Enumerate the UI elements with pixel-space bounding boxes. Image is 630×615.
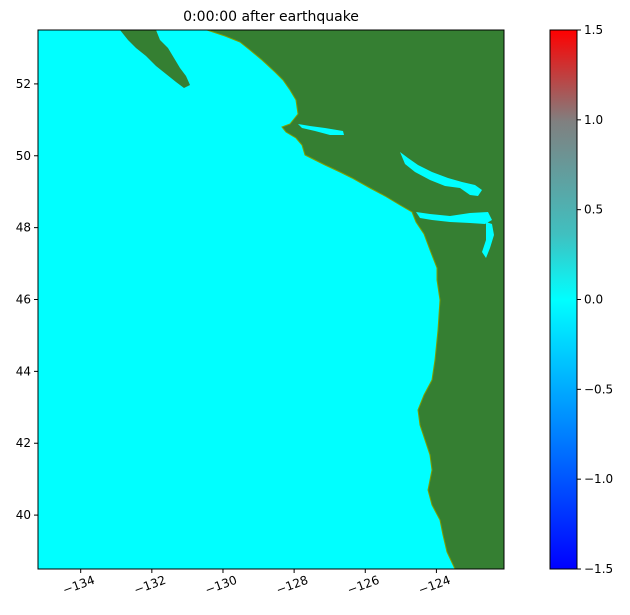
x-axis: −134 −132 −130 −128 −126 −124	[61, 569, 452, 597]
colorbar-axis: −1.5 −1.0 −0.5 0.0 0.5 1.0 1.5	[577, 23, 613, 576]
puget-sound-water	[482, 222, 494, 258]
northern-channel-water	[298, 124, 344, 135]
y-tick-label: 48	[16, 221, 31, 235]
y-axis: 40 42 44 46 48 50 52	[16, 77, 38, 522]
y-tick-label: 40	[16, 508, 31, 522]
colorbar-tick-label: 0.5	[584, 203, 603, 217]
y-tick-label: 50	[16, 149, 31, 163]
y-tick-label: 46	[16, 293, 31, 307]
x-tick-label: −126	[345, 573, 381, 597]
colorbar-tick-label: −0.5	[584, 382, 613, 396]
colorbar-tick-label: 1.5	[584, 23, 603, 37]
haida-gwaii-land	[120, 30, 190, 88]
colorbar-tick-label: 1.0	[584, 113, 603, 127]
x-tick-label: −130	[203, 573, 239, 597]
colorbar	[549, 29, 578, 570]
chart-title: 0:00:00 after earthquake	[183, 9, 359, 25]
colorbar-tick-label: −1.5	[584, 562, 613, 576]
y-tick-label: 52	[16, 77, 31, 91]
y-tick-label: 44	[16, 364, 31, 378]
x-tick-label: −134	[61, 573, 97, 597]
x-tick-label: −132	[132, 573, 168, 597]
x-tick-label: −128	[274, 573, 310, 597]
juan-de-fuca-strait-water	[416, 212, 492, 224]
strait-of-georgia-water	[400, 152, 482, 196]
colorbar-tick-label: 0.0	[584, 293, 603, 307]
mainland-land	[206, 30, 504, 569]
x-tick-label: −124	[417, 573, 453, 597]
y-tick-label: 42	[16, 436, 31, 450]
colorbar-tick-label: −1.0	[584, 472, 613, 486]
map-area	[38, 30, 504, 569]
